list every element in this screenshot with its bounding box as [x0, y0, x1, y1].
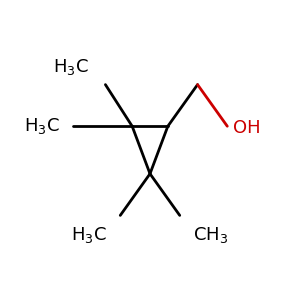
Text: OH: OH: [233, 119, 261, 137]
Text: H$_3$C: H$_3$C: [71, 225, 107, 245]
Text: H$_3$C: H$_3$C: [24, 116, 59, 136]
Text: CH$_3$: CH$_3$: [193, 225, 228, 245]
Text: H$_3$C: H$_3$C: [53, 57, 89, 77]
